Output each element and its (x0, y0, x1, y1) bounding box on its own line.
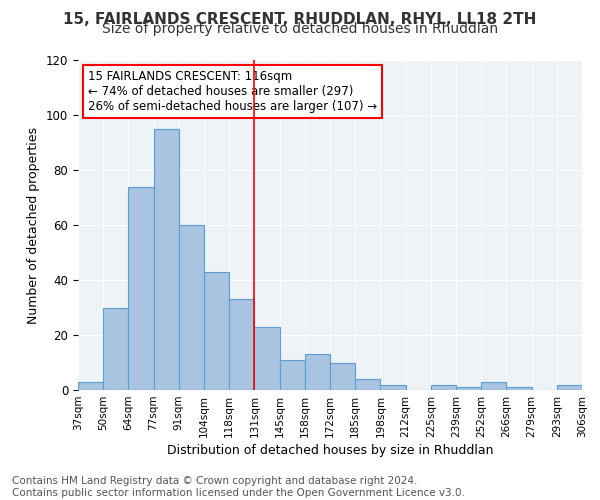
Bar (481, 382, 506, 390)
Bar (280, 360, 305, 390)
Bar (355, 379, 380, 390)
Bar (506, 387, 532, 390)
Bar (179, 225, 204, 390)
Bar (557, 384, 582, 390)
Bar (431, 384, 456, 390)
Bar (456, 387, 481, 390)
Text: Contains HM Land Registry data © Crown copyright and database right 2024.
Contai: Contains HM Land Registry data © Crown c… (12, 476, 465, 498)
Bar (204, 272, 229, 390)
Bar (78, 382, 103, 390)
Text: 15, FAIRLANDS CRESCENT, RHUDDLAN, RHYL, LL18 2TH: 15, FAIRLANDS CRESCENT, RHUDDLAN, RHYL, … (64, 12, 536, 28)
Text: Size of property relative to detached houses in Rhuddlan: Size of property relative to detached ho… (102, 22, 498, 36)
Bar (330, 362, 355, 390)
Bar (380, 384, 406, 390)
Bar (103, 308, 128, 390)
Bar (154, 128, 179, 390)
Bar (305, 354, 330, 390)
Y-axis label: Number of detached properties: Number of detached properties (28, 126, 40, 324)
Text: 15 FAIRLANDS CRESCENT: 116sqm
← 74% of detached houses are smaller (297)
26% of : 15 FAIRLANDS CRESCENT: 116sqm ← 74% of d… (88, 70, 377, 113)
X-axis label: Distribution of detached houses by size in Rhuddlan: Distribution of detached houses by size … (167, 444, 493, 457)
Bar (128, 186, 154, 390)
Bar (229, 299, 254, 390)
Bar (254, 327, 280, 390)
